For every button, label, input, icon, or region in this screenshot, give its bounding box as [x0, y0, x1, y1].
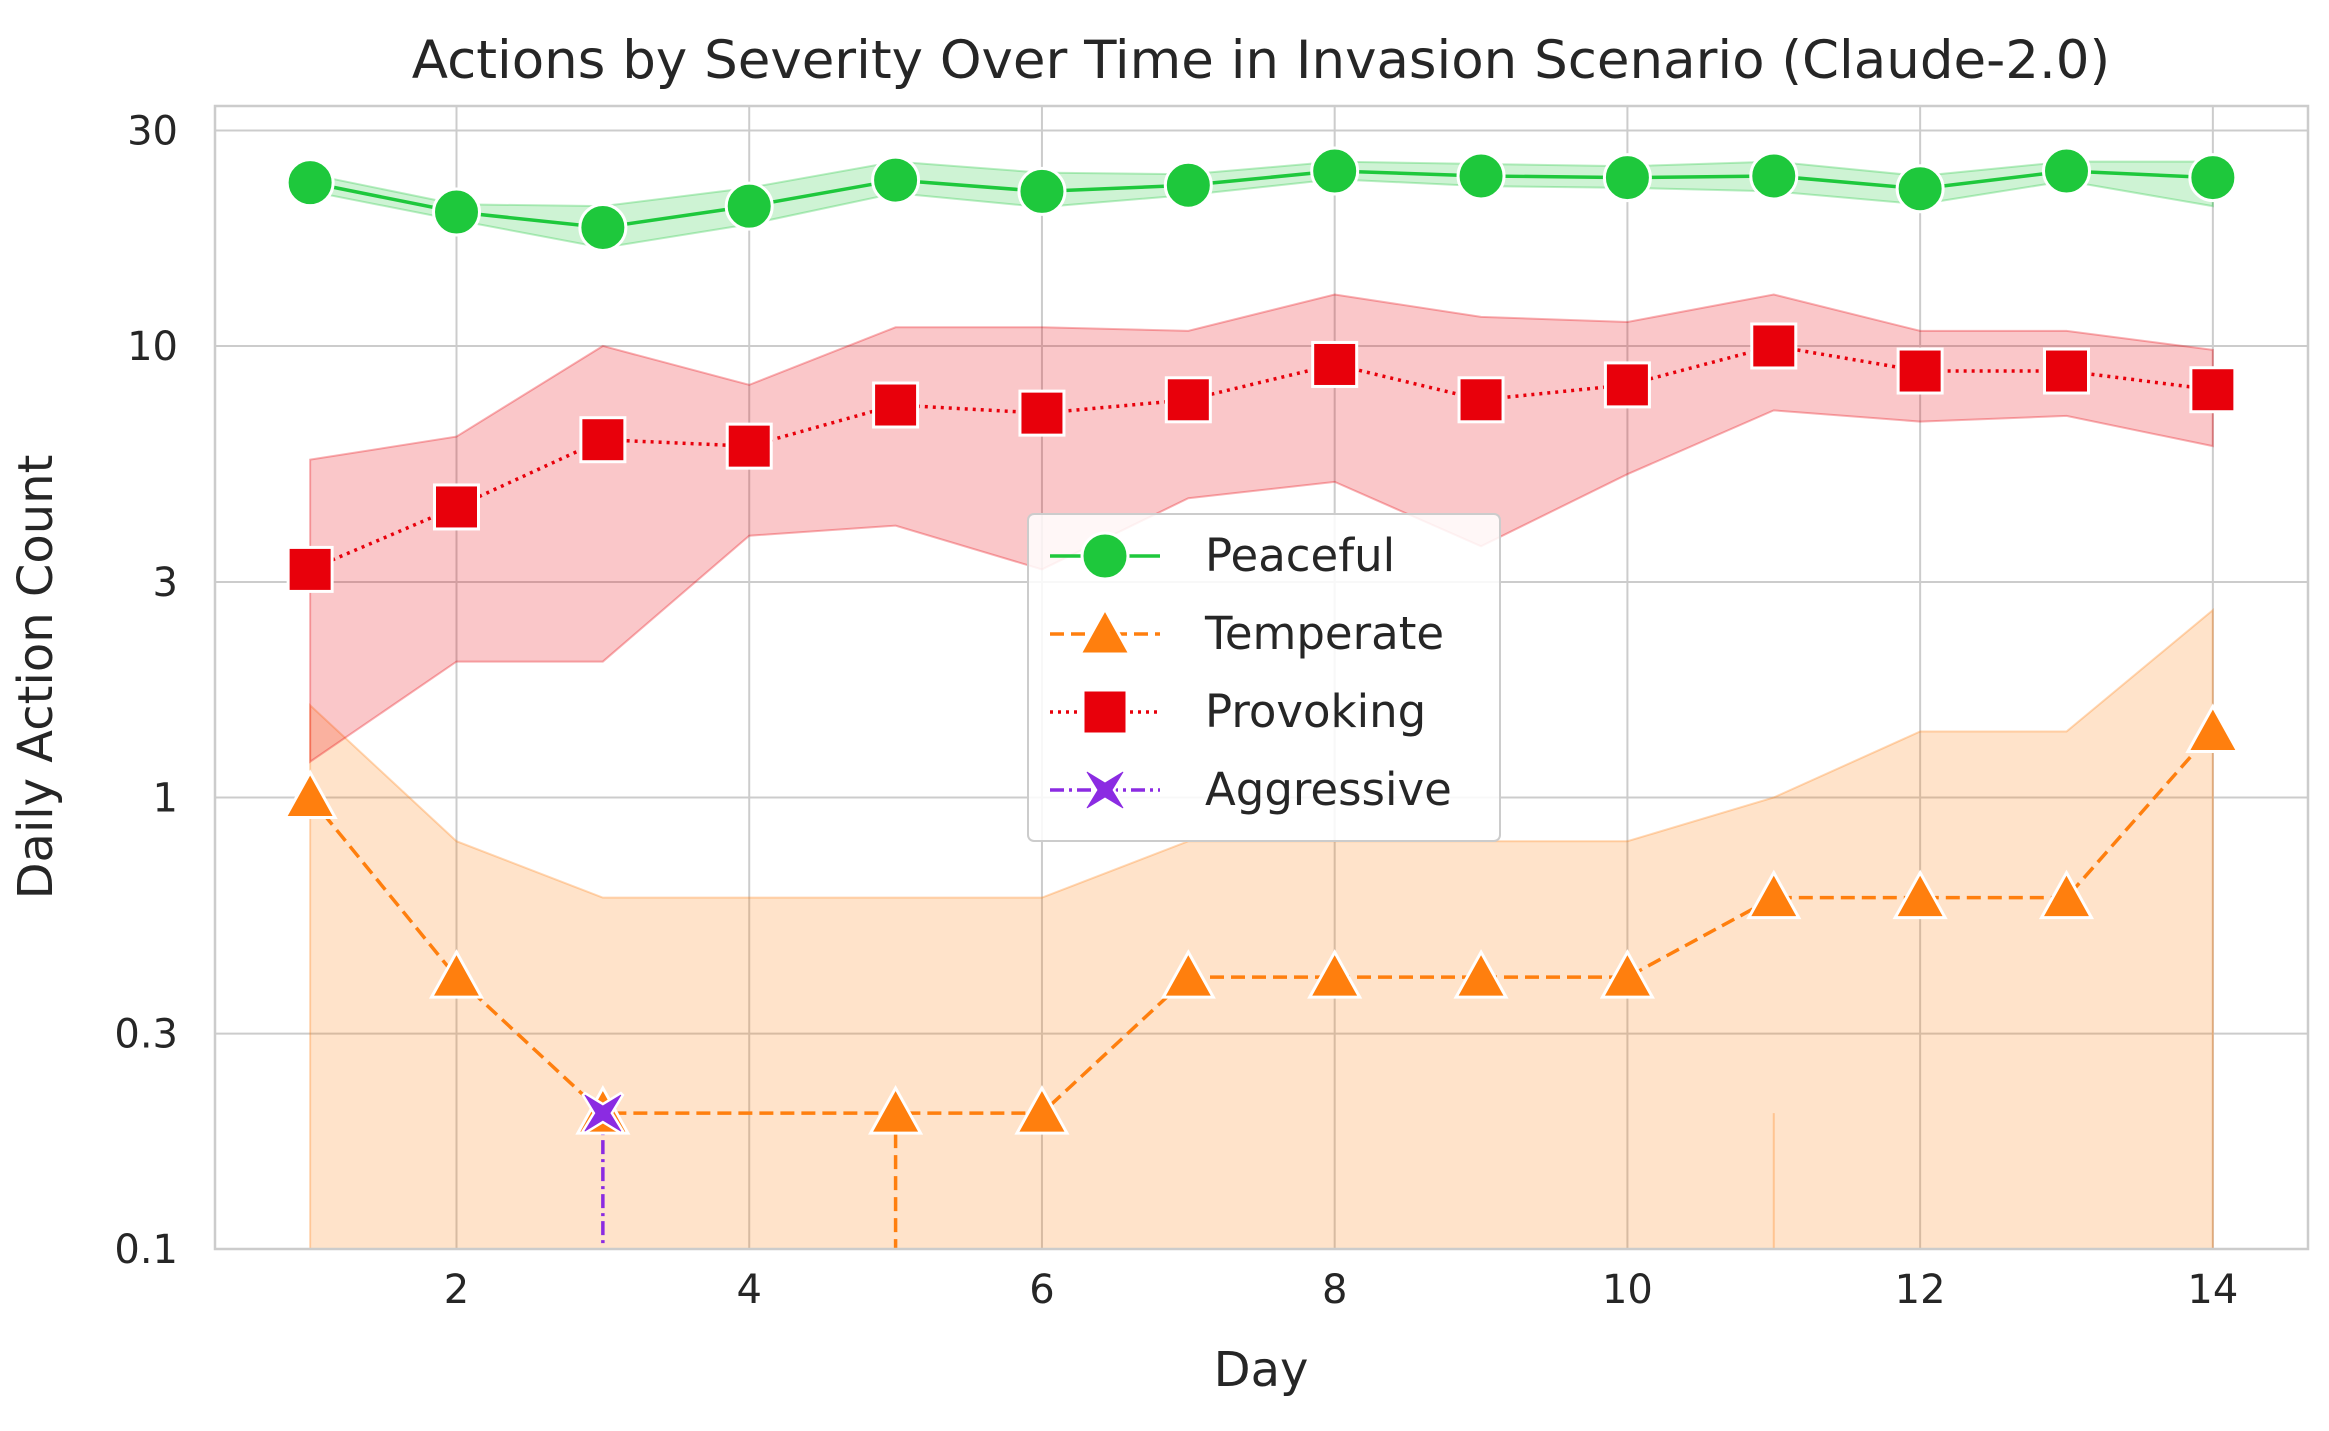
peaceful-point: [2188, 153, 2238, 203]
confidence-bands: [309, 160, 2214, 1249]
provoking-point: [1457, 376, 1505, 424]
legend-aggressive-marker: [1083, 768, 1127, 812]
provoking-point: [1311, 340, 1359, 388]
temperate-point: [282, 769, 338, 819]
legend-provoking-marker: [1081, 688, 1129, 736]
provoking-point: [2043, 347, 2090, 395]
peaceful-point: [1456, 151, 1506, 201]
y-tick-label: 0.3: [114, 1012, 178, 1058]
provoking-point: [579, 416, 627, 464]
provoking-point: [2189, 366, 2237, 414]
x-tick-label: 10: [1602, 1267, 1653, 1313]
temperate-point: [2038, 869, 2095, 920]
x-tick-label: 2: [444, 1267, 469, 1313]
peaceful-point: [1017, 166, 1067, 216]
provoking-point: [872, 381, 920, 429]
temperate-point: [1014, 1084, 1070, 1135]
x-tick-label: 8: [1322, 1267, 1347, 1313]
legend-temperate-marker: [1077, 605, 1133, 656]
chart-title: Actions by Severity Over Time in Invasio…: [412, 30, 2110, 91]
y-tick-label: 30: [127, 109, 178, 155]
series-markers: [282, 146, 2241, 1135]
provoking-point: [1750, 322, 1798, 370]
x-tick-label: 14: [2187, 1267, 2238, 1313]
x-tick-label: 12: [1895, 1267, 1946, 1313]
provoking-point: [286, 545, 334, 593]
y-axis-label: Daily Action Count: [8, 455, 64, 900]
temperate-point: [2185, 703, 2241, 754]
legend-aggressive-label: Aggressive: [1205, 763, 1452, 816]
y-tick-label: 1: [153, 775, 178, 821]
peaceful-confidence-band: [309, 160, 2214, 249]
legend-peaceful-label: Peaceful: [1205, 529, 1395, 582]
peaceful-point: [1163, 160, 1213, 210]
temperate-point: [1307, 949, 1363, 999]
temperate-confidence-band: [309, 607, 2214, 1249]
legend-peaceful-marker: [1080, 531, 1130, 581]
provoking-point: [1164, 376, 1212, 424]
aggressive-point: [581, 1091, 625, 1135]
y-axis: 0.1 0.3 1 3 10 30: [114, 109, 178, 1273]
legend-provoking-label: Provoking: [1205, 685, 1426, 738]
provoking-point: [1018, 389, 1066, 437]
temperate-point: [1453, 949, 1509, 999]
temperate-point: [1892, 869, 1948, 920]
peaceful-point: [871, 155, 921, 205]
provoking-confidence-band: [309, 293, 2214, 764]
provoking-line: [309, 344, 2214, 572]
peaceful-point: [578, 202, 628, 252]
peaceful-point: [432, 187, 481, 237]
y-tick-label: 10: [127, 324, 178, 370]
peaceful-point: [724, 181, 774, 231]
temperate-point: [428, 949, 485, 999]
x-tick-label: 6: [1029, 1267, 1054, 1313]
plot-frame: [213, 104, 2310, 1251]
legend-temperate-label: Temperate: [1204, 607, 1444, 660]
provoking-point: [1603, 361, 1651, 409]
x-axis: 2 4 6 8 10 12 14: [444, 1267, 2239, 1313]
peaceful-point: [1749, 151, 1799, 201]
y-tick-label: 0.1: [114, 1227, 178, 1273]
provoking-point: [1896, 347, 1944, 395]
peaceful-point: [1310, 146, 1360, 196]
peaceful-point: [1895, 164, 1945, 214]
provoking-point: [433, 483, 480, 531]
provoking-point: [725, 422, 773, 470]
temperate-point: [1160, 949, 1216, 999]
temperate-point: [1746, 869, 1802, 920]
peaceful-point: [285, 158, 335, 208]
y-tick-label: 3: [153, 560, 178, 606]
peaceful-point: [1602, 153, 1652, 203]
temperate-point: [1599, 949, 1655, 999]
peaceful-point: [2042, 146, 2091, 196]
x-axis-label: Day: [1214, 1342, 1309, 1398]
legend: Peaceful Temperate Provoking Aggressive: [1027, 513, 1501, 842]
temperate-point: [868, 1084, 924, 1135]
x-tick-label: 4: [737, 1267, 762, 1313]
legend-box: [1027, 513, 1501, 842]
